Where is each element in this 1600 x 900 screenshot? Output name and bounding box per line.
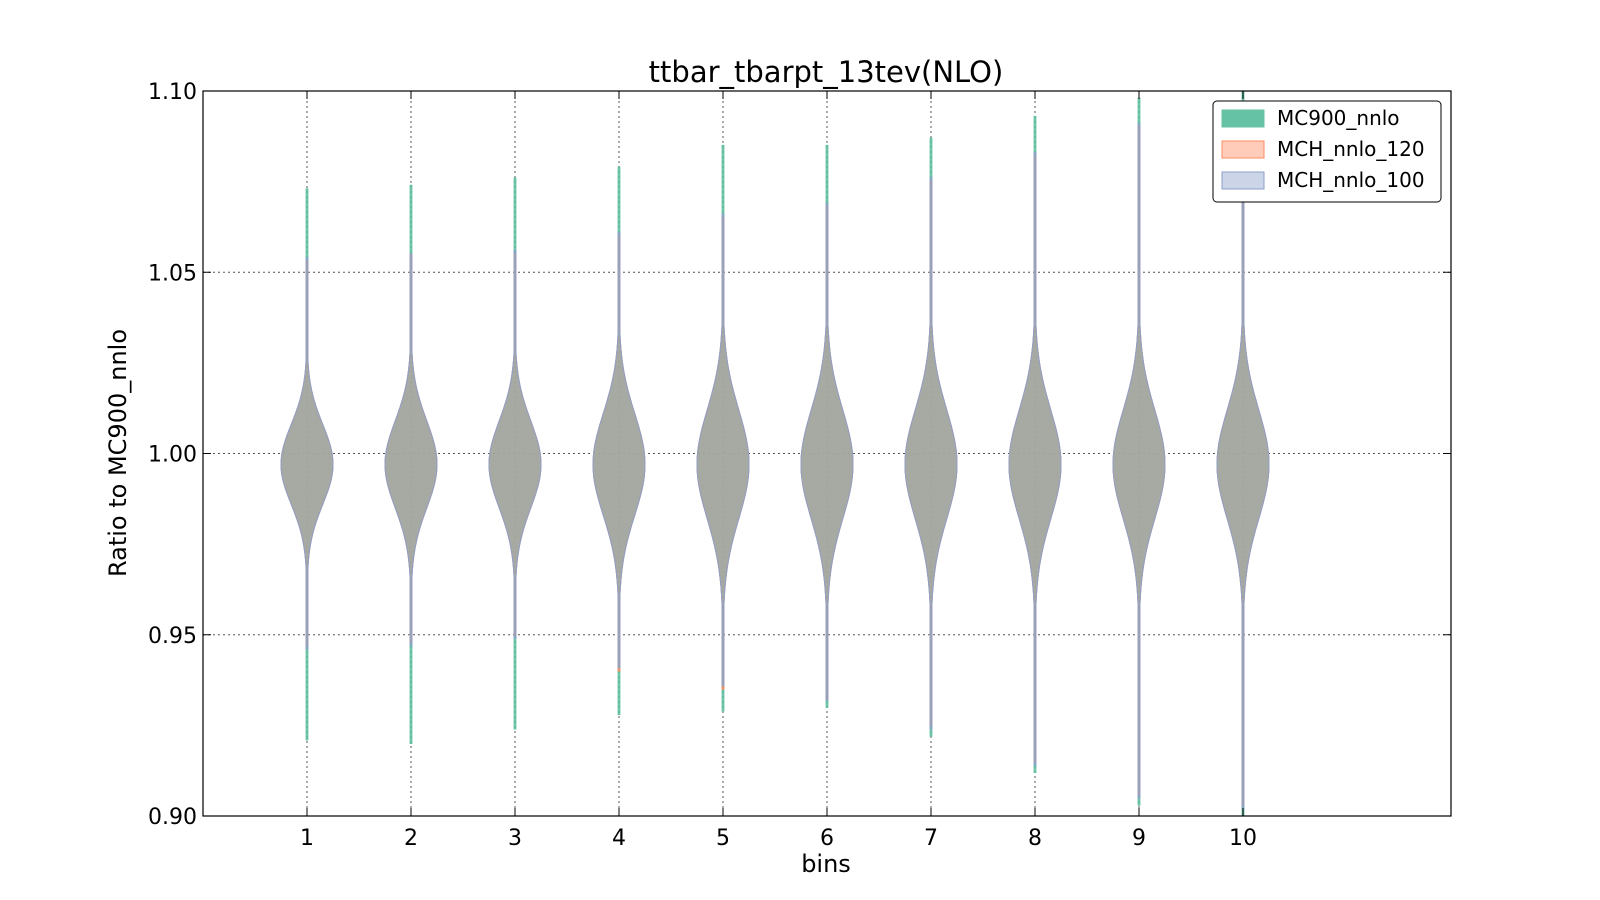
y-tick-label: 1.00 <box>148 443 197 468</box>
violin-mch-nnlo-100 <box>488 250 542 639</box>
legend-swatch <box>1221 109 1265 128</box>
y-tick-label: 0.95 <box>148 624 197 649</box>
violin-mch-nnlo-100 <box>904 177 958 730</box>
violin-mch-nnlo-100 <box>384 253 438 647</box>
legend-label: MC900_nnlo <box>1277 106 1400 130</box>
x-tick-label: 6 <box>820 826 834 851</box>
tick-layer: 1 2 3 4 5 6 7 8 9 10 0.90 0.95 1.00 1.05 1.10 <box>148 80 1451 851</box>
violin-mch-nnlo-100 <box>696 213 750 686</box>
legend-label: MCH_nnlo_120 <box>1277 137 1425 161</box>
violin-mch-nnlo-100 <box>1008 152 1062 766</box>
legend-label: MCH_nnlo_100 <box>1277 168 1425 192</box>
x-tick-label: 10 <box>1229 826 1257 851</box>
x-axis-label: bins <box>801 850 851 878</box>
violin-mch-nnlo-100 <box>800 202 854 701</box>
x-tick-label: 9 <box>1132 826 1146 851</box>
x-tick-label: 2 <box>404 826 418 851</box>
legend: MC900_nnlo MCH_nnlo_120 MCH_nnlo_100 <box>1212 100 1442 203</box>
legend-swatch <box>1221 140 1265 159</box>
y-tick-label: 0.90 <box>148 805 197 830</box>
x-tick-label: 8 <box>1028 826 1042 851</box>
legend-swatch <box>1221 171 1265 190</box>
x-tick-label: 4 <box>612 826 626 851</box>
x-tick-label: 1 <box>300 826 314 851</box>
violin-mch-nnlo-100 <box>280 257 334 650</box>
y-axis-label: Ratio to MC900_nnlo <box>104 329 132 577</box>
y-tick-label: 1.10 <box>148 80 197 105</box>
violin-mch-nnlo-100 <box>592 231 646 668</box>
legend-box <box>1212 100 1442 203</box>
violin-mch-nnlo-100 <box>1216 101 1270 810</box>
x-tick-label: 7 <box>924 826 938 851</box>
y-tick-label: 1.05 <box>148 261 197 286</box>
chart-title: ttbar_tbarpt_13tev(NLO) <box>649 55 1004 89</box>
x-tick-label: 5 <box>716 826 730 851</box>
violin-mch-nnlo-100 <box>1112 123 1166 799</box>
violin-layer <box>280 90 1270 817</box>
x-tick-label: 3 <box>508 826 522 851</box>
